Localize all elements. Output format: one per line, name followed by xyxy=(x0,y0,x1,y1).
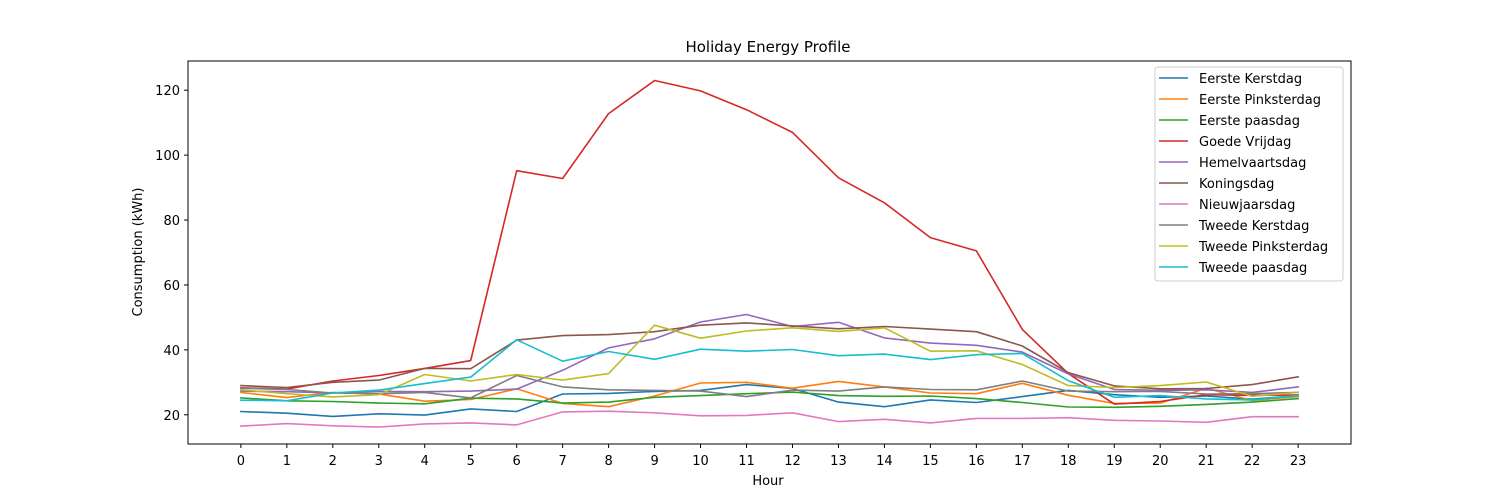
series-line-8 xyxy=(240,324,1299,398)
legend-entry: Hemelvaartsdag xyxy=(1199,156,1306,171)
x-tick-label: 12 xyxy=(784,454,801,469)
y-tick-label: 80 xyxy=(163,214,180,229)
x-tick-label: 5 xyxy=(467,454,475,469)
x-tick-label: 0 xyxy=(237,454,245,469)
legend: Eerste Kerstdag Eerste Pinksterdag Eerste … xyxy=(1154,66,1344,282)
y-axis: 20 40 60 80 100 120 xyxy=(155,84,188,424)
series-line-6 xyxy=(240,410,1299,428)
x-tick-label: 2 xyxy=(329,454,337,469)
x-tick-label: 3 xyxy=(375,454,383,469)
x-tick-label: 6 xyxy=(513,454,521,469)
y-tick-label: 120 xyxy=(155,84,180,99)
x-tick-label: 18 xyxy=(1060,454,1077,469)
x-tick-label: 20 xyxy=(1152,454,1169,469)
legend-entry: Koningsdag xyxy=(1199,177,1274,192)
x-tick-label: 23 xyxy=(1290,454,1307,469)
legend-entry: Tweede paasdag xyxy=(1198,261,1307,276)
x-tick-label: 1 xyxy=(283,454,291,469)
y-axis-title: Consumption (kWh) xyxy=(131,188,146,317)
x-tick-label: 16 xyxy=(968,454,985,469)
legend-entry: Eerste paasdag xyxy=(1199,114,1300,129)
y-tick-label: 20 xyxy=(163,409,180,424)
x-tick-label: 15 xyxy=(922,454,939,469)
legend-entry: Nieuwjaarsdag xyxy=(1199,198,1295,213)
x-tick-label: 22 xyxy=(1244,454,1261,469)
legend-entry: Tweede Kerstdag xyxy=(1198,219,1309,234)
series-lines xyxy=(240,79,1300,428)
chart-title: Holiday Energy Profile xyxy=(685,38,850,56)
series-line-0 xyxy=(240,383,1299,418)
x-axis-title: Hour xyxy=(752,474,784,489)
plot-frame xyxy=(187,60,1352,445)
x-tick-label: 19 xyxy=(1106,454,1123,469)
legend-entry: Eerste Pinksterdag xyxy=(1199,93,1321,108)
series-line-4 xyxy=(240,313,1299,394)
x-tick-label: 11 xyxy=(738,454,755,469)
x-tick-label: 17 xyxy=(1014,454,1031,469)
x-tick-label: 4 xyxy=(421,454,429,469)
x-tick-label: 13 xyxy=(830,454,847,469)
legend-entry: Tweede Pinksterdag xyxy=(1198,240,1328,255)
legend-entry: Eerste Kerstdag xyxy=(1199,72,1302,87)
plot-area xyxy=(187,60,1352,445)
y-tick-label: 100 xyxy=(155,149,180,164)
x-tick-label: 7 xyxy=(559,454,567,469)
x-tick-label: 8 xyxy=(604,454,612,469)
x-tick-label: 21 xyxy=(1198,454,1215,469)
series-line-9 xyxy=(240,338,1299,402)
legend-entry: Goede Vrijdag xyxy=(1199,135,1291,150)
x-tick-label: 14 xyxy=(876,454,893,469)
x-tick-label: 9 xyxy=(650,454,658,469)
x-axis: 0 1 2 3 4 5 6 7 8 9 10 11 12 13 14 15 16 17 18 19 20 21 22 23 xyxy=(237,444,1307,469)
y-tick-label: 60 xyxy=(163,279,180,294)
legend-box xyxy=(1154,66,1344,282)
x-tick-label: 10 xyxy=(692,454,709,469)
series-line-7 xyxy=(240,374,1299,399)
y-tick-label: 40 xyxy=(163,344,180,359)
